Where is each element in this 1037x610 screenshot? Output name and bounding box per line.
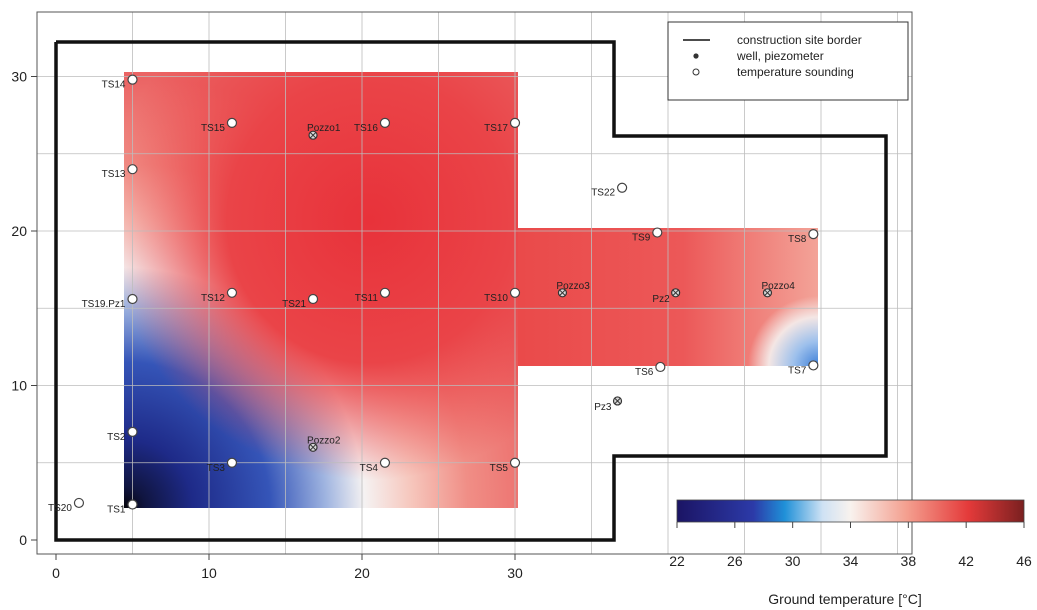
well-dot-icon xyxy=(693,53,699,59)
sounding-label: TS2 xyxy=(107,432,126,443)
sounding-label: TS6 xyxy=(635,367,654,378)
x-tick-label: 0 xyxy=(52,565,60,581)
legend-label-sounding: temperature sounding xyxy=(737,65,854,79)
well-label: Pz3 xyxy=(594,402,612,413)
sounding-marker xyxy=(655,361,666,373)
sounding-marker xyxy=(226,117,238,128)
well-cross-icon xyxy=(672,289,679,296)
colorbar-tick-label: 26 xyxy=(727,553,743,569)
y-tick-label: 0 xyxy=(19,532,27,548)
well-cross-icon xyxy=(614,397,621,404)
colorbar-tick-label: 30 xyxy=(785,553,801,569)
sounding-label: TS7 xyxy=(788,365,807,376)
sounding-label: TS11 xyxy=(355,293,379,304)
plot-frame xyxy=(36,11,913,555)
x-tick-label: 30 xyxy=(507,565,523,581)
sounding-label: TS22 xyxy=(591,188,615,199)
sounding-label: TS19.Pz1 xyxy=(82,299,126,310)
legend: construction site border well, piezomete… xyxy=(667,21,909,101)
sounding-marker xyxy=(379,457,391,468)
sounding-label: TS4 xyxy=(360,463,379,474)
sounding-label: TS16 xyxy=(354,123,378,134)
sounding-label: TS5 xyxy=(490,463,509,474)
colorbar-ticks: 22 26 30 34 38 42 46 xyxy=(669,522,1032,569)
sounding-marker xyxy=(509,457,521,468)
sounding-label: TS12 xyxy=(201,293,225,304)
construction-site-border xyxy=(54,40,888,542)
sounding-marker xyxy=(509,287,521,298)
colorbar-tick-label: 34 xyxy=(843,553,859,569)
sounding-marker xyxy=(127,499,138,510)
sounding-label: TS9 xyxy=(632,233,651,244)
well-cross-icon xyxy=(310,444,316,451)
well-label: Pozzo1 xyxy=(307,123,341,134)
sounding-label: TS21 xyxy=(282,299,306,310)
y-tick-label: 20 xyxy=(11,223,27,239)
sounding-label: TS17 xyxy=(484,123,508,134)
x-tick-label: 20 xyxy=(354,565,370,581)
sounding-marker xyxy=(509,117,521,128)
sounding-marker xyxy=(127,164,138,175)
sounding-marker xyxy=(808,228,819,240)
colorbar-tick-label: 22 xyxy=(669,553,685,569)
colorbar: 22 26 30 34 38 42 46 Ground temperature [°C] xyxy=(669,499,1032,607)
sounding-marker xyxy=(226,287,238,298)
measurement-points: TS1 TS2 TS3 TS4 TS5 TS6 TS7 TS8 TS9 TS10 TS11 TS12 T… xyxy=(48,74,819,515)
colorbar-ramp xyxy=(676,499,1025,523)
sounding-marker xyxy=(379,287,391,298)
sounding-label: TS13 xyxy=(102,169,126,180)
temperature-field xyxy=(124,72,818,508)
sounding-marker xyxy=(652,227,663,238)
sounding-marker xyxy=(307,293,319,305)
legend-label-well: well, piezometer xyxy=(736,49,824,63)
sounding-marker xyxy=(616,182,628,193)
legend-label-border: construction site border xyxy=(737,33,862,47)
sounding-label: TS20 xyxy=(48,503,72,514)
y-tick-label: 10 xyxy=(11,378,27,394)
sounding-label: TS14 xyxy=(102,80,126,91)
colorbar-tick-label: 42 xyxy=(958,553,974,569)
well-label: Pozzo3 xyxy=(556,281,590,292)
well-label: Pozzo2 xyxy=(307,435,341,446)
sounding-marker xyxy=(73,497,85,509)
x-tick-label: 10 xyxy=(201,565,217,581)
sounding-label: TS8 xyxy=(788,234,807,245)
sounding-marker xyxy=(127,426,138,437)
well-label: Pozzo4 xyxy=(761,281,795,292)
sounding-label: TS1 xyxy=(107,504,126,515)
map-axes: 0 10 20 30 0 10 20 30 xyxy=(11,69,523,582)
sounding-marker xyxy=(226,457,238,468)
well-cross-icon xyxy=(310,132,316,139)
sounding-marker xyxy=(379,117,391,128)
sounding-marker xyxy=(808,360,819,371)
sounding-label: TS10 xyxy=(484,293,508,304)
colorbar-tick-label: 46 xyxy=(1016,553,1032,569)
colorbar-title: Ground temperature [°C] xyxy=(768,591,921,607)
well-label: Pz2 xyxy=(652,294,670,305)
sounding-label: TS15 xyxy=(201,123,225,134)
sounding-marker xyxy=(127,74,138,85)
y-tick-label: 30 xyxy=(11,69,27,85)
well-cross-icon xyxy=(559,289,566,296)
sounding-label: TS3 xyxy=(207,463,226,474)
well-cross-icon xyxy=(764,289,771,296)
colorbar-tick-label: 38 xyxy=(901,553,917,569)
sounding-marker xyxy=(127,293,138,305)
sounding-circle-icon xyxy=(692,68,700,76)
